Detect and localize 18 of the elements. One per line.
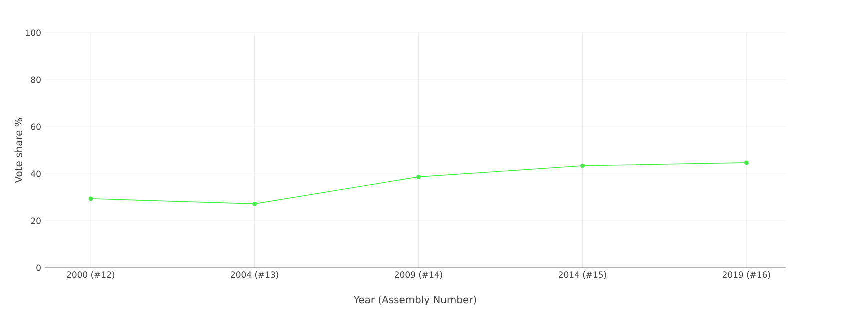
point [88,196,94,202]
y-tick-label: 0 [36,264,41,272]
y-tick-label: 80 [31,76,41,84]
y-tick-label: 60 [31,124,41,130]
y-tick-label: 40 [31,170,41,178]
point [252,202,258,206]
x-tick-label: 2019 (#16) [722,272,770,280]
x-tick-label: 2009 (#14) [395,272,442,280]
point [416,174,421,180]
x-tick-label: 2004 (#13) [231,272,278,280]
y-axis-title: Vote share % [14,118,22,184]
x-tick-label: 2000 (#12) [67,272,115,280]
point [744,160,749,166]
point [580,164,585,168]
x-axis-title: Year (Assembly Number) [354,296,476,306]
y-tick-label: 20 [31,218,41,224]
x-tick-label: 2014 (#15) [558,272,606,280]
y-tick-label: 100 [26,30,41,36]
